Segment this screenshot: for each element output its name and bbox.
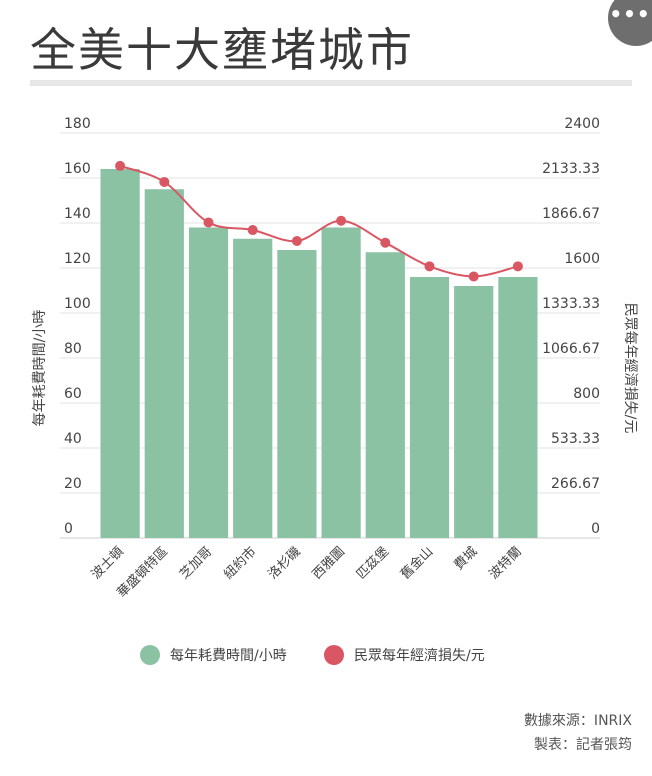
series-line [119,164,519,278]
y-tick-label-left: 120 [64,251,91,267]
more-icon: ••• [609,2,651,26]
y-axis-label-left: 每年耗費時間/小時 [32,310,48,427]
bar-series [100,169,538,538]
bar [100,169,140,538]
y-tick-label-right: 2133.33 [542,161,600,177]
bar [277,250,317,538]
line-point [380,237,391,248]
y-tick-label-left: 20 [64,476,82,492]
y-tick-label-right: 266.67 [551,476,600,492]
bar [498,277,538,538]
x-tick-label: 洛杉磯 [266,544,304,582]
bar [144,189,184,538]
y-tick-label-left: 160 [64,161,91,177]
title-divider [30,80,632,86]
line-point [468,271,479,282]
y-tick-label-right: 1866.67 [542,206,600,222]
line-point [203,217,214,228]
y-tick-label-left: 140 [64,206,91,222]
x-tick-label: 波士頓 [89,544,127,582]
x-tick-label: 匹茲堡 [353,544,392,583]
data-source: 數據來源：INRIX [523,713,632,729]
line-point [291,236,302,246]
bar [188,227,229,538]
y-tick-label-right: 2400 [564,116,600,132]
x-tick-label: 紐約市 [221,544,260,583]
legend-label-bars[interactable]: 每年耗費時間/小時 [170,648,287,664]
line-point [424,261,435,272]
y-tick-label-left: 80 [64,341,82,357]
y-tick-label-left: 0 [64,521,73,537]
line-series [115,160,523,282]
chart-author: 製表：記者張筠 [534,737,632,753]
axis-ticks: 0 0 20 266.67 40 533.33 60 800 80 1066.67 100 1333.… [64,116,600,537]
y-tick-label-right: 1066.67 [542,341,600,357]
bar [233,238,273,538]
bar [454,286,494,538]
y-tick-label-right: 800 [573,386,600,402]
bar [321,227,361,538]
x-tick-label: 芝加哥 [176,544,215,583]
legend: 每年耗費時間/小時 民眾每年經濟損失/元 [140,645,485,665]
legend-label-line[interactable]: 民眾每年經濟損失/元 [354,648,485,664]
y-tick-label-left: 40 [64,431,82,447]
y-tick-label-right: 0 [591,521,600,537]
y-tick-label-right: 1333.33 [542,296,600,312]
bar [365,252,405,538]
x-tick-label: 西雅圖 [310,544,348,582]
line-point [336,215,347,226]
x-tick-label: 波特蘭 [486,544,525,583]
y-axis-label-right: 民眾每年經濟損失/元 [622,303,638,434]
line-point [115,160,126,171]
x-tick-label: 費城 [452,544,481,573]
line-point [247,225,258,236]
y-tick-label-left: 60 [64,386,82,402]
bar [409,277,450,538]
y-tick-label-right: 1600 [564,251,600,267]
line-point [512,261,523,272]
line-point [159,176,170,187]
x-tick-label: 舊金山 [397,544,436,583]
y-tick-label-right: 533.33 [551,431,600,447]
y-tick-label-left: 100 [64,296,91,312]
legend-marker-bars[interactable] [140,645,160,665]
legend-marker-line[interactable] [324,645,344,665]
y-tick-label-left: 180 [64,116,91,132]
page-title: 全美十大壅堵城市 [30,23,414,77]
